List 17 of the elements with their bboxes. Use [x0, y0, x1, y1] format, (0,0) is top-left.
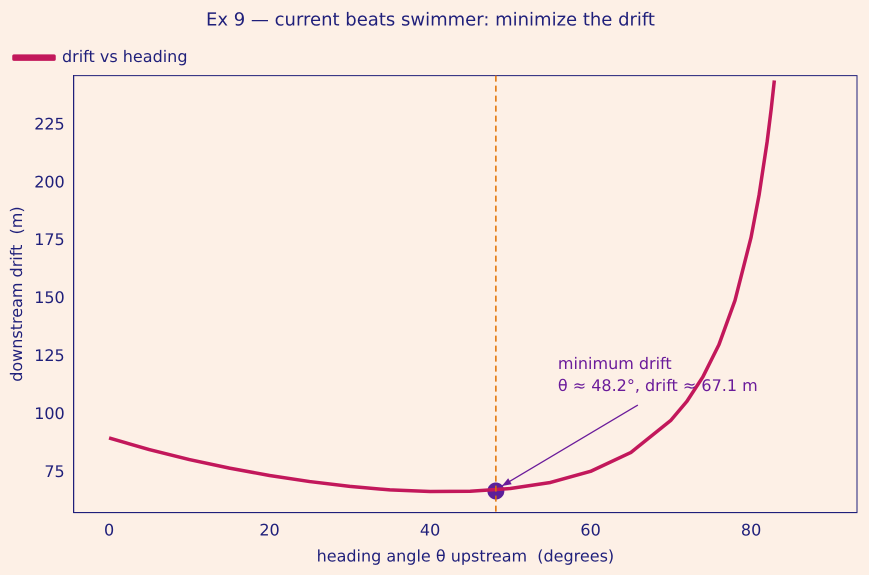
x-tick-label: 40 — [420, 520, 440, 540]
x-tick-label: 80 — [740, 520, 762, 540]
y-tick-label: 200 — [34, 172, 65, 192]
x-tick-label: 20 — [259, 520, 280, 540]
x-tick-label: 60 — [580, 520, 601, 540]
y-tick-label: 150 — [34, 288, 65, 308]
y-tick-label: 175 — [34, 230, 65, 250]
y-tick-label: 125 — [34, 346, 65, 366]
y-tick-label: 75 — [44, 462, 65, 481]
annotation: minimum drift θ ≈ 48.2°, drift ≈ 67.1 m — [558, 354, 758, 396]
chart-title: Ex 9 — current beats swimmer: minimize the drift — [206, 9, 655, 30]
legend-label: drift vs heading — [62, 46, 188, 66]
x-tick-label: 0 — [104, 520, 114, 540]
y-tick-label: 100 — [34, 404, 65, 423]
x-axis-title: heading angle θ upstream (degrees) — [316, 546, 614, 566]
y-tick-label: 225 — [34, 114, 65, 134]
y-axis-title: downstream drift (m) — [6, 206, 26, 382]
